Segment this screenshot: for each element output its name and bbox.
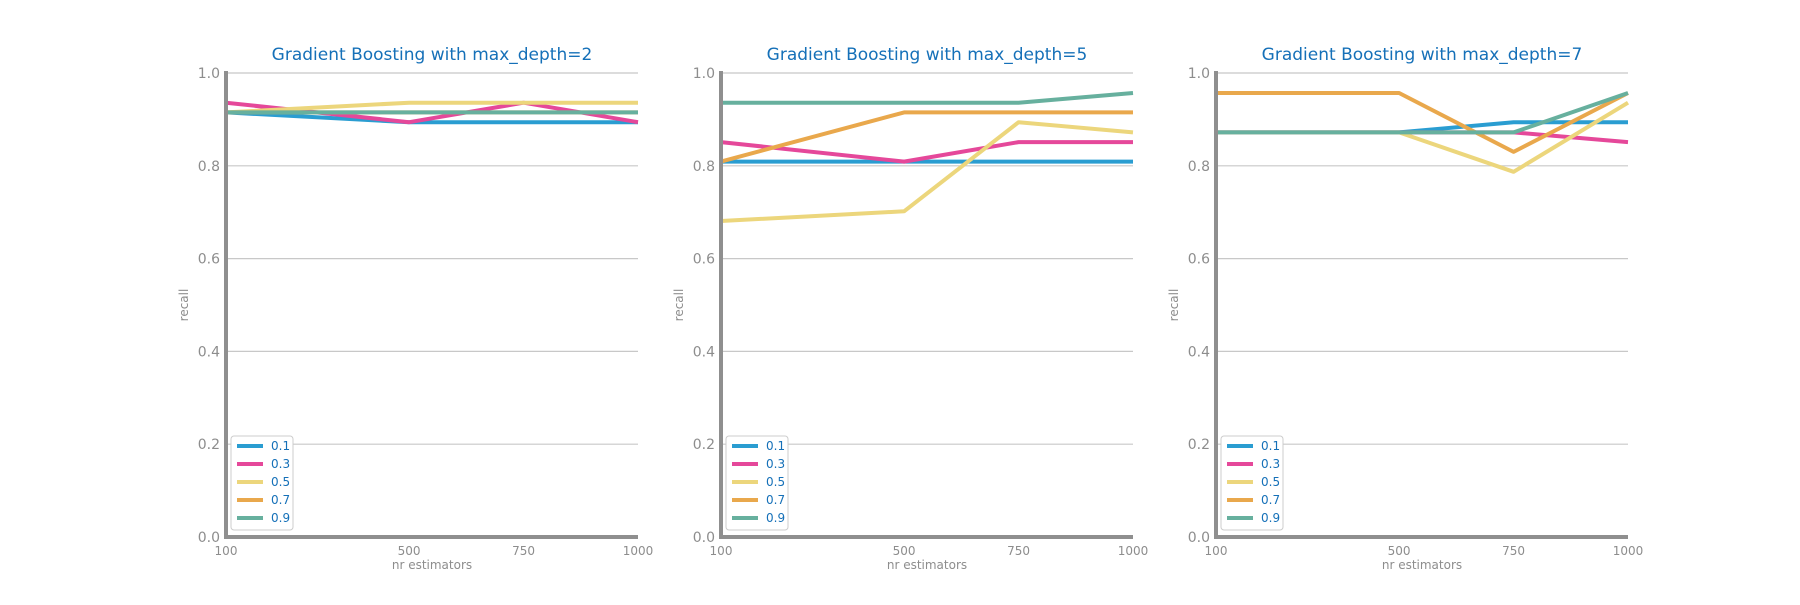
chart-title: Gradient Boosting with max_depth=7 xyxy=(1262,45,1583,65)
chart-title: Gradient Boosting with max_depth=5 xyxy=(767,45,1088,65)
y-tick-label: 0.6 xyxy=(693,252,715,268)
y-tick-label: 0.6 xyxy=(1188,252,1210,268)
series-line-0-7 xyxy=(1216,91,1629,154)
x-axis-label: nr estimators xyxy=(1382,558,1462,572)
y-tick-label: 0.4 xyxy=(693,344,715,360)
series-line-0-7 xyxy=(720,110,1133,164)
legend-label: 0.3 xyxy=(271,457,290,471)
y-tick-label: 0.8 xyxy=(693,159,715,175)
y-tick-label: 0.2 xyxy=(693,437,715,453)
chart-panel-2: Gradient Boosting with max_depth=5 0.0 0.2… xyxy=(672,45,1148,572)
legend-label: 0.9 xyxy=(766,511,785,525)
y-tick-label: 0.4 xyxy=(1188,344,1210,360)
legend-label: 0.7 xyxy=(271,493,290,507)
legend: 0.1 0.3 0.5 0.7 0.9 xyxy=(1220,435,1284,531)
series-line-0-5 xyxy=(225,100,638,115)
y-axis-label: recall xyxy=(177,289,191,322)
x-tick-label: 500 xyxy=(1388,544,1411,558)
x-axis-label: nr estimators xyxy=(392,558,472,572)
y-tick-label: 0.0 xyxy=(1188,530,1210,546)
y-tick-label: 0.8 xyxy=(198,159,220,175)
y-tick-label: 0.2 xyxy=(1188,437,1210,453)
legend-label: 0.9 xyxy=(271,511,290,525)
x-tick-label: 750 xyxy=(512,544,535,558)
y-tick-label: 0.6 xyxy=(198,252,220,268)
y-tick-label: 1.0 xyxy=(198,66,220,82)
y-axis-label: recall xyxy=(672,289,686,322)
legend-label: 0.1 xyxy=(766,439,785,453)
series-line-0-5 xyxy=(720,120,1134,223)
y-tick-label: 0.0 xyxy=(198,530,220,546)
x-tick-label: 1000 xyxy=(623,544,654,558)
x-tick-label: 500 xyxy=(893,544,916,558)
x-tick-label: 1000 xyxy=(1613,544,1644,558)
legend-label: 0.9 xyxy=(1261,511,1280,525)
y-tick-label: 0.4 xyxy=(198,344,220,360)
legend-label: 0.3 xyxy=(1261,457,1280,471)
legend: 0.1 0.3 0.5 0.7 0.9 xyxy=(230,435,294,531)
legend-label: 0.7 xyxy=(766,493,785,507)
series-line-0-3 xyxy=(720,140,1133,164)
legend-label: 0.1 xyxy=(1261,439,1280,453)
legend-label: 0.3 xyxy=(766,457,785,471)
y-axis-label: recall xyxy=(1167,289,1181,322)
chart-title: Gradient Boosting with max_depth=2 xyxy=(272,45,593,65)
x-tick-label: 500 xyxy=(398,544,421,558)
x-tick-label: 100 xyxy=(710,544,733,558)
legend-label: 0.7 xyxy=(1261,493,1280,507)
legend-label: 0.5 xyxy=(766,475,785,489)
x-axis-label: nr estimators xyxy=(887,558,967,572)
x-tick-label: 1000 xyxy=(1118,544,1149,558)
legend-label: 0.1 xyxy=(271,439,290,453)
y-tick-label: 0.2 xyxy=(198,437,220,453)
x-tick-label: 750 xyxy=(1007,544,1030,558)
y-tick-label: 0.0 xyxy=(693,530,715,546)
series-line-0-9 xyxy=(721,91,1134,105)
legend-label: 0.5 xyxy=(1261,475,1280,489)
series-line-0-1 xyxy=(225,110,638,125)
y-tick-label: 0.8 xyxy=(1188,159,1210,175)
x-tick-label: 100 xyxy=(1205,544,1228,558)
y-tick-label: 1.0 xyxy=(1188,66,1210,82)
legend-label: 0.5 xyxy=(271,475,290,489)
chart-panel-1: Gradient Boosting with max_depth=2 0.0 0.2… xyxy=(177,45,653,572)
x-tick-label: 750 xyxy=(1502,544,1525,558)
y-tick-label: 1.0 xyxy=(693,66,715,82)
x-tick-label: 100 xyxy=(215,544,238,558)
series-line-0-9 xyxy=(1216,91,1629,135)
legend: 0.1 0.3 0.5 0.7 0.9 xyxy=(725,435,789,531)
chart-panel-3: Gradient Boosting with max_depth=7 0.0 0.2… xyxy=(1167,45,1643,572)
